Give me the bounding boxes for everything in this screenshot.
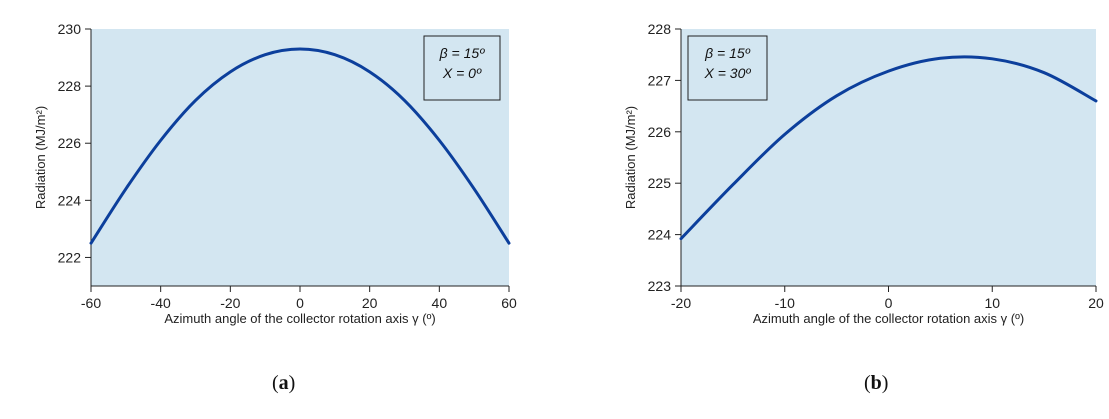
panel-b-y-tick-label: 227 (648, 72, 672, 88)
panel-a-y-tick-label: 222 (58, 249, 82, 265)
panel-b-x-tick-label: 10 (984, 295, 1000, 311)
panel-b-legend-entry: β = 15º (704, 45, 751, 61)
panel-a-series-line (89, 47, 511, 245)
panel-b-x-tick-label: 20 (1088, 295, 1104, 311)
panel-a-y-tick-label: 224 (58, 192, 82, 208)
panel-b-y-axis-label: Radiation (MJ/m²) (623, 106, 638, 209)
panel-a-y-axis-label: Radiation (MJ/m²) (33, 106, 48, 209)
panel-a-plot-area (91, 29, 509, 286)
caption-a: (a) (272, 372, 296, 394)
panel-a-legend-entry: β = 15º (439, 45, 486, 61)
panel-b-x-axis-label: Azimuth angle of the collector rotation … (753, 311, 1024, 326)
panel-a-x-tick-label: -40 (151, 295, 171, 311)
panel-b-x-tick-label: -10 (775, 295, 795, 311)
panel-b-y-tick-label: 228 (648, 21, 672, 37)
panel-a-x-tick-label: 40 (432, 295, 448, 311)
panel-a-x-tick-label: 60 (501, 295, 517, 311)
panel-a-y-tick-label: 226 (58, 135, 82, 151)
panel-b-x-tick-label: 0 (885, 295, 893, 311)
panel-a-x-tick-label: -60 (81, 295, 101, 311)
panel-a-y-tick-label: 228 (58, 78, 82, 94)
panel-b-x-tick-label: -20 (671, 295, 691, 311)
panel-a-legend-box (423, 35, 501, 101)
panel-b-y-tick-label: 225 (648, 175, 672, 191)
panel-b-series-line (679, 55, 1098, 241)
panel-b-legend-entry: X = 30º (704, 65, 752, 81)
panel-b-y-tick-label: 224 (648, 227, 672, 243)
panel-a-x-tick-label: 20 (362, 295, 378, 311)
panel-a-x-tick-label: -20 (220, 295, 240, 311)
panel-a-legend-entry: X = 0º (442, 65, 482, 81)
panel-b-y-tick-label: 226 (648, 124, 672, 140)
panel-b-legend-box (687, 35, 768, 101)
caption-b: (b) (864, 372, 889, 394)
panel-a-y-tick-label: 230 (58, 21, 82, 37)
panel-b-y-tick-label: 223 (648, 278, 672, 294)
panel-a-x-tick-label: 0 (296, 295, 304, 311)
panel-a-x-axis-label: Azimuth angle of the collector rotation … (164, 311, 435, 326)
